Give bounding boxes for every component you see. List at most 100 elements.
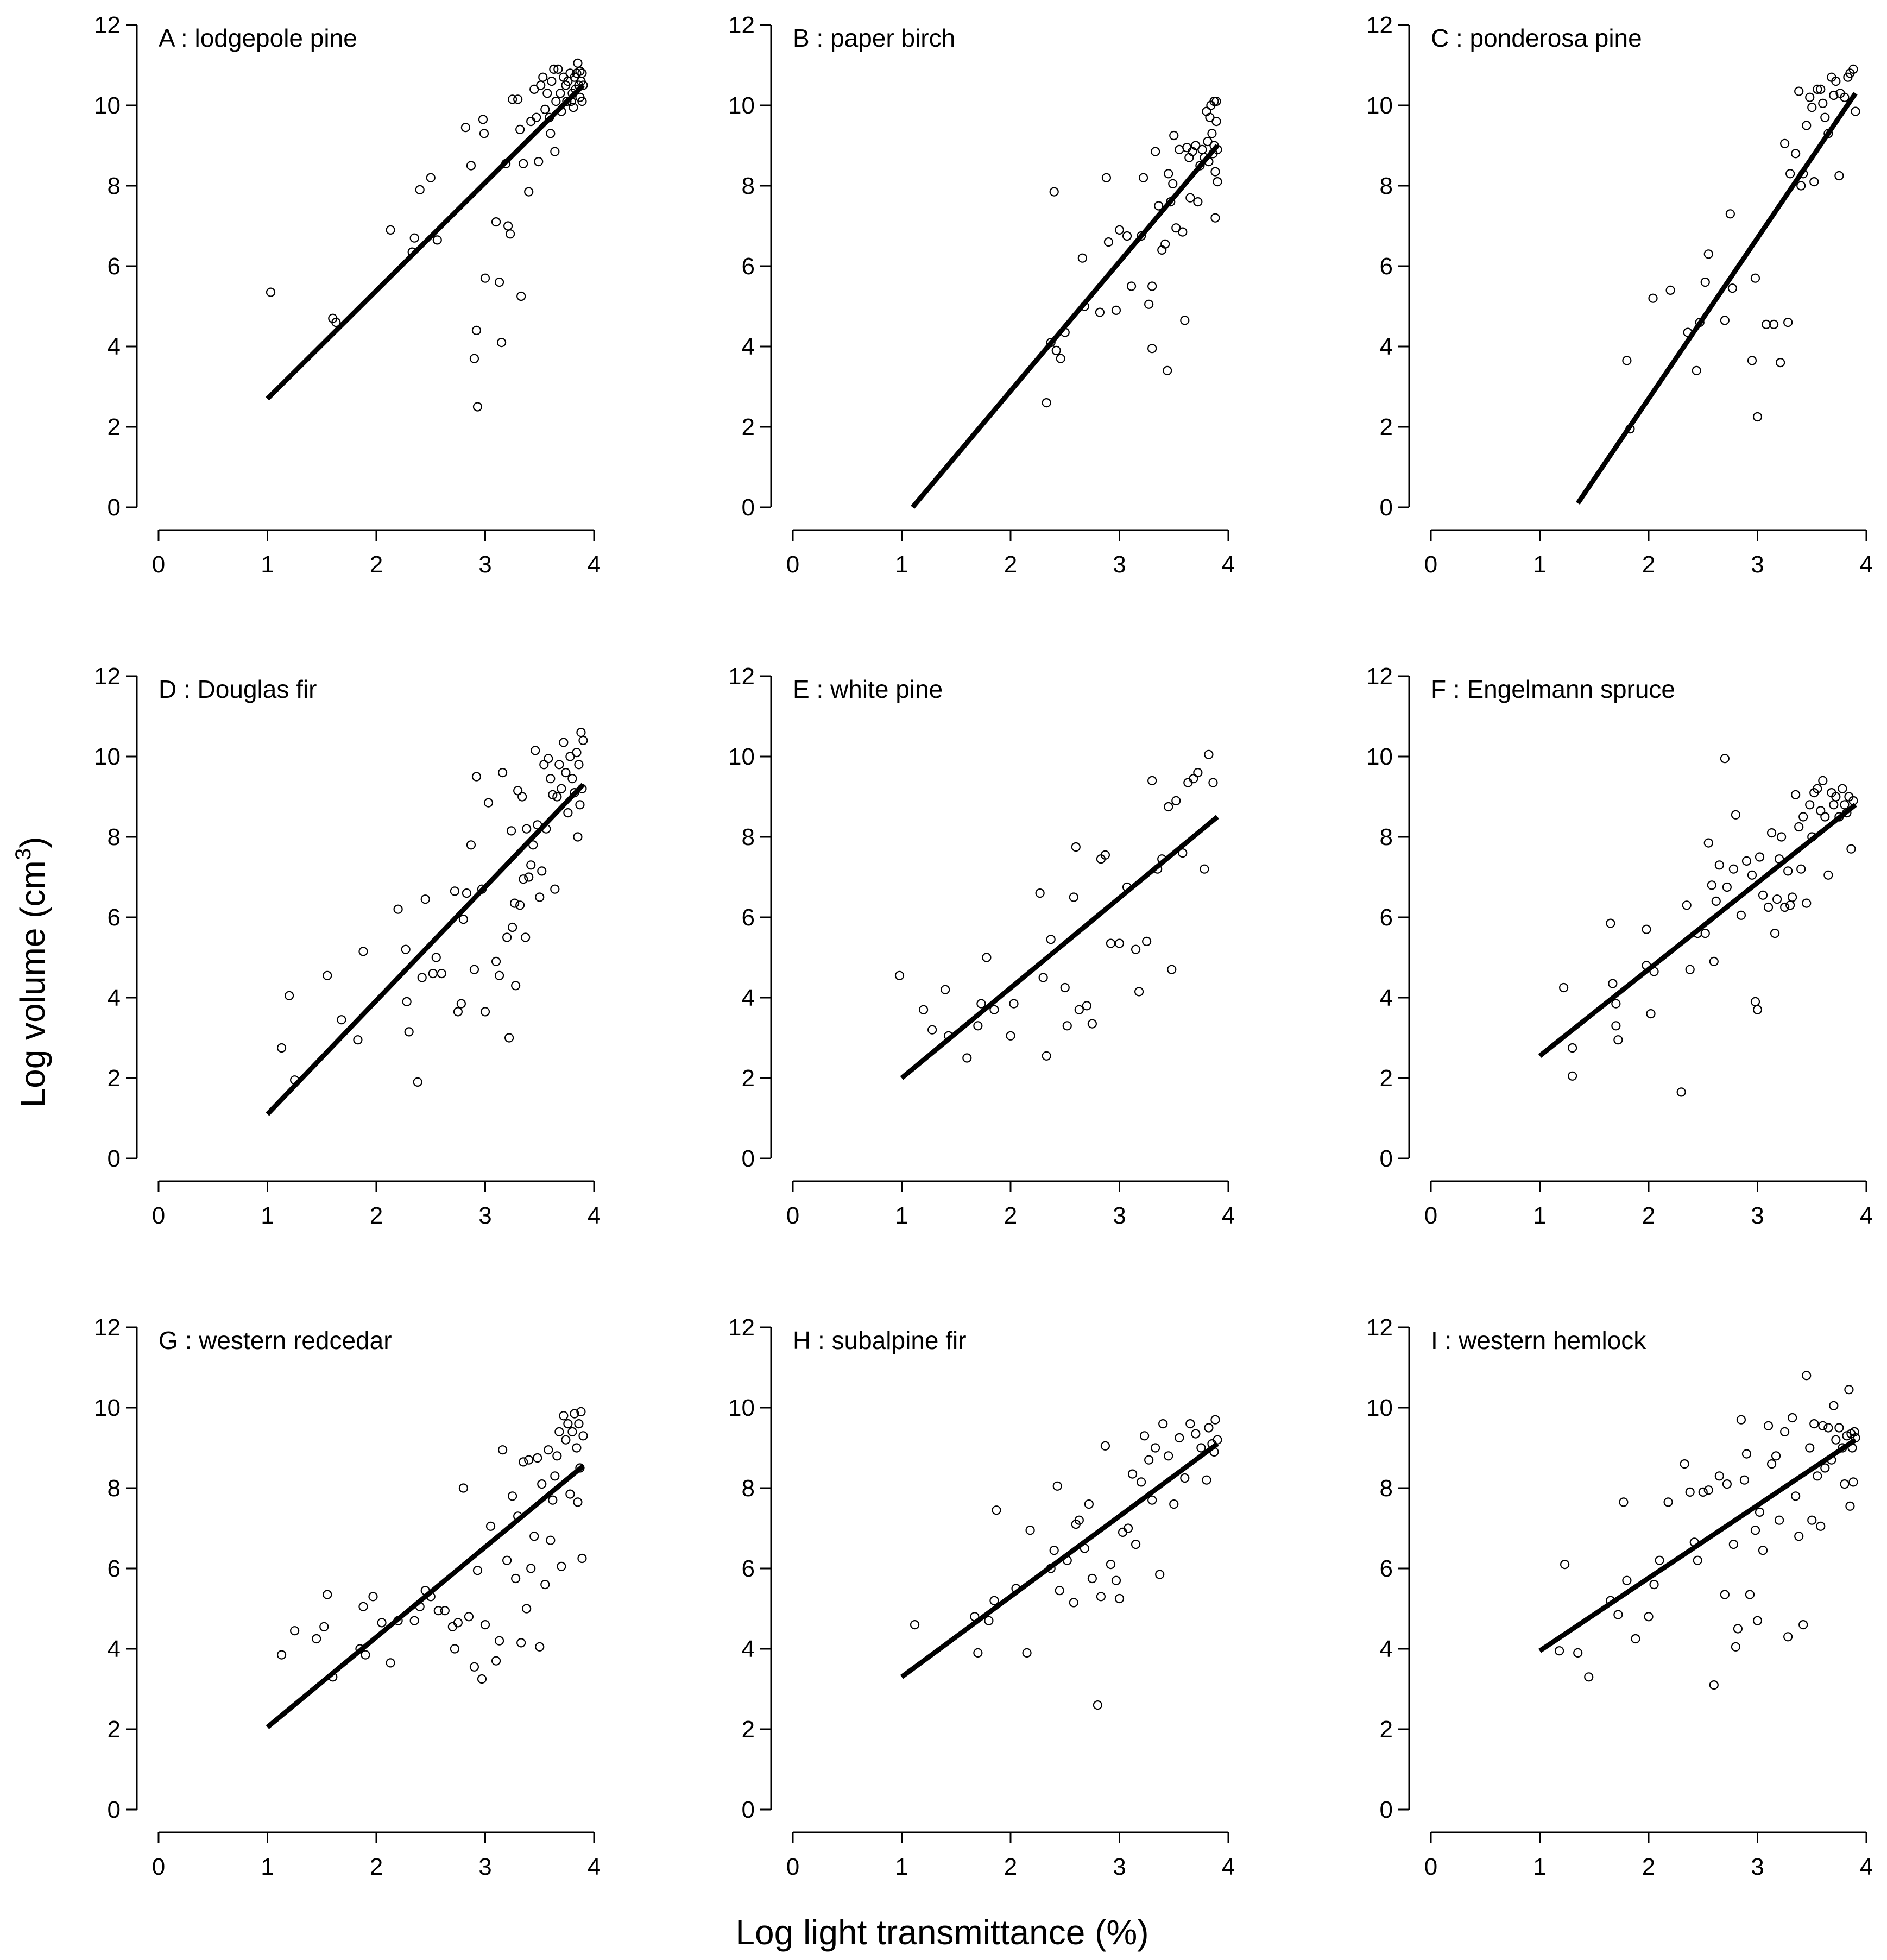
data-point xyxy=(1796,864,1806,874)
data-point xyxy=(559,738,569,747)
y-tick-label: 12 xyxy=(728,12,755,39)
x-tick-label: 1 xyxy=(261,551,274,578)
data-point xyxy=(1772,894,1782,904)
data-point xyxy=(460,123,471,133)
data-point xyxy=(290,1626,300,1636)
data-point xyxy=(1171,223,1181,233)
data-point xyxy=(1823,870,1833,880)
data-point xyxy=(1788,892,1797,902)
data-point xyxy=(1137,1477,1146,1487)
data-point xyxy=(573,58,583,68)
y-tick-label: 0 xyxy=(108,1797,121,1823)
y-tick-label: 10 xyxy=(94,92,121,119)
data-point xyxy=(1038,973,1048,982)
data-point xyxy=(554,1427,564,1436)
data-point xyxy=(569,103,578,112)
data-point xyxy=(1178,227,1188,237)
data-point xyxy=(1807,103,1817,112)
y-tick-label: 4 xyxy=(108,333,121,360)
data-point xyxy=(1168,179,1178,188)
data-point xyxy=(1160,239,1170,249)
data-point xyxy=(1840,800,1850,810)
x-tick-label: 3 xyxy=(1113,1202,1126,1229)
data-point xyxy=(1196,1443,1206,1453)
panel-title: E : white pine xyxy=(793,675,943,703)
y-tick-label: 10 xyxy=(94,1395,121,1421)
data-point xyxy=(1154,201,1164,211)
data-point xyxy=(456,999,466,1009)
data-point xyxy=(1006,1031,1015,1041)
data-point xyxy=(1816,1521,1826,1531)
data-point xyxy=(1707,880,1716,890)
data-point xyxy=(496,337,507,348)
data-point xyxy=(1820,112,1830,122)
y-tick-label: 4 xyxy=(742,1636,755,1662)
data-point xyxy=(1711,896,1721,906)
data-point xyxy=(469,965,479,974)
data-point xyxy=(563,808,573,818)
data-point xyxy=(539,760,549,770)
x-tick-label: 0 xyxy=(1424,551,1437,578)
data-point xyxy=(276,1650,287,1660)
data-point xyxy=(1745,1590,1755,1599)
data-point xyxy=(540,104,550,114)
y-tick-label: 12 xyxy=(1366,1314,1393,1341)
data-point xyxy=(573,1497,583,1507)
data-point xyxy=(453,1618,463,1628)
data-point xyxy=(1189,774,1198,784)
data-point xyxy=(417,973,427,982)
data-point xyxy=(1769,319,1779,329)
data-point xyxy=(1848,64,1858,74)
data-point xyxy=(1709,1680,1719,1690)
data-point xyxy=(1022,1648,1032,1658)
data-point xyxy=(331,317,341,327)
y-tick-label: 12 xyxy=(1366,663,1393,690)
data-point xyxy=(1069,892,1078,902)
data-point xyxy=(563,1419,573,1429)
data-point xyxy=(1101,173,1112,182)
y-tick-label: 4 xyxy=(108,985,121,1011)
data-point xyxy=(524,1455,534,1465)
data-point xyxy=(1204,749,1214,759)
x-tick-label: 0 xyxy=(1424,1202,1437,1229)
x-tick-label: 4 xyxy=(1860,551,1873,578)
data-point xyxy=(1655,1555,1664,1565)
fit-line xyxy=(900,1441,1219,1679)
data-point xyxy=(469,1662,479,1672)
data-point xyxy=(469,354,479,363)
data-point xyxy=(477,1674,487,1684)
y-tick-label: 0 xyxy=(1380,1797,1393,1823)
data-point xyxy=(1844,1385,1854,1395)
data-point xyxy=(531,746,540,755)
data-point xyxy=(1074,1515,1084,1525)
data-point xyxy=(1096,1592,1106,1602)
data-point xyxy=(428,968,438,979)
x-tick-label: 0 xyxy=(152,1854,165,1880)
data-point xyxy=(1123,1523,1133,1533)
data-point xyxy=(1805,1443,1815,1453)
y-axis-title: Log volume (cm3) xyxy=(11,837,52,1108)
data-point xyxy=(1193,767,1203,778)
y-tick-label: 2 xyxy=(108,414,121,440)
x-tick-label: 3 xyxy=(1113,1854,1126,1880)
data-point xyxy=(494,1636,504,1646)
data-point xyxy=(1845,1501,1855,1511)
data-point xyxy=(1809,1419,1819,1429)
data-point xyxy=(522,824,532,834)
data-point xyxy=(393,904,403,914)
data-point xyxy=(458,1483,469,1493)
data-point xyxy=(519,159,528,168)
data-point xyxy=(1175,144,1184,154)
data-point xyxy=(578,735,588,746)
data-point xyxy=(1838,784,1847,793)
data-point xyxy=(1823,1423,1833,1433)
data-point xyxy=(1703,838,1713,848)
data-point xyxy=(1147,344,1157,354)
data-point xyxy=(1131,944,1141,954)
data-point xyxy=(1042,398,1051,408)
data-point xyxy=(544,754,553,764)
data-point xyxy=(1796,181,1806,191)
data-point xyxy=(1180,316,1190,325)
